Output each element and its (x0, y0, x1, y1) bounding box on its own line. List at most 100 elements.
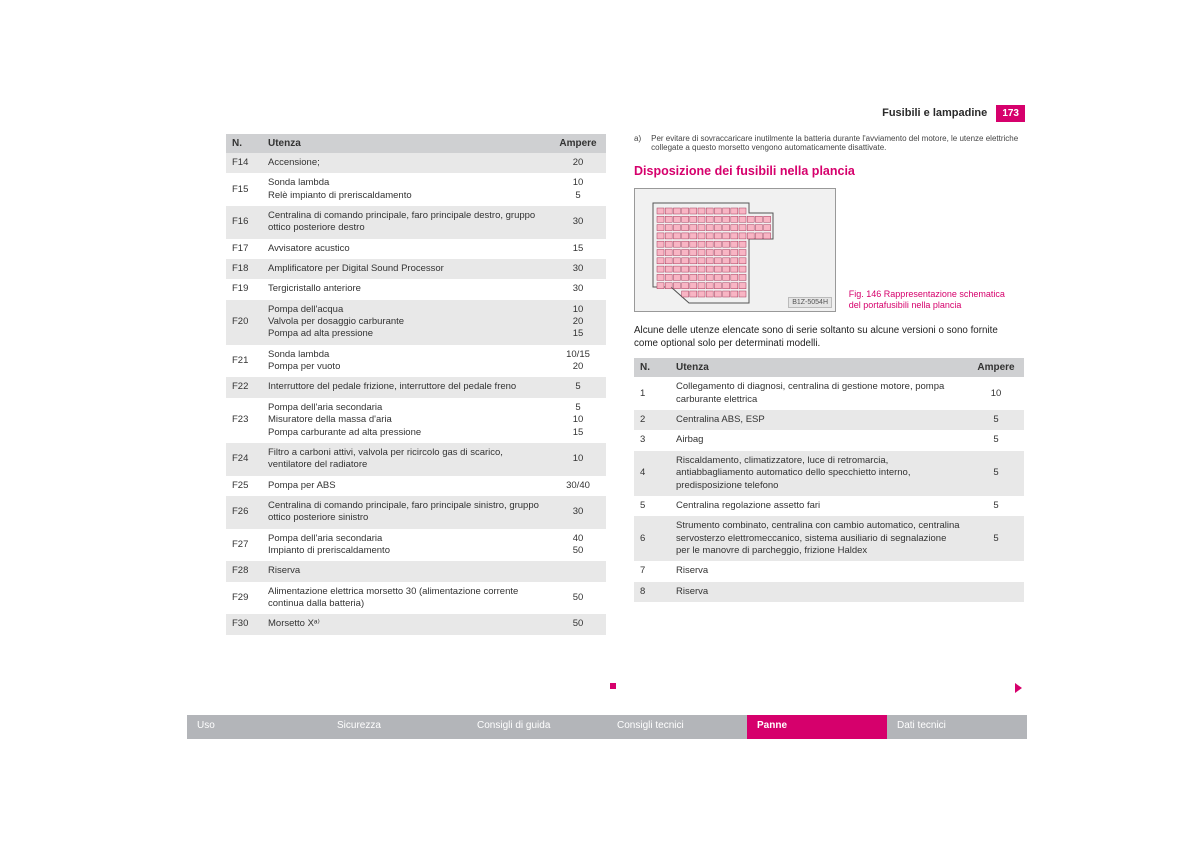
table-row: 4Riscaldamento, climatizzatore, luce di … (634, 451, 1024, 496)
figure-tag: B1Z-5054H (788, 297, 832, 308)
cell-n: F28 (226, 561, 262, 581)
table-row: F25Pompa per ABS30/40 (226, 476, 606, 496)
cell-utenza: Tergicristallo anteriore (262, 279, 550, 299)
cell-ampere: 15 (550, 239, 606, 259)
footnote-text: Per evitare di sovraccaricare inutilment… (651, 134, 1024, 152)
cell-utenza: Strumento combinato, centralina con camb… (670, 516, 968, 561)
table-row: 7Riserva (634, 561, 1024, 581)
col-utenza: Utenza (262, 134, 550, 153)
nav-item-dati-tecnici[interactable]: Dati tecnici (887, 715, 1027, 739)
cell-ampere: 5 (968, 430, 1024, 450)
table-row: 2Centralina ABS, ESP5 (634, 410, 1024, 430)
cell-utenza: Pompa dell'aria secondariaMisuratore del… (262, 398, 550, 443)
fuse-table-right: N. Utenza Ampere 1Collegamento di diagno… (634, 358, 1024, 601)
cell-ampere: 10/1520 (550, 345, 606, 378)
cell-ampere: 5 (968, 451, 1024, 496)
cell-n: 6 (634, 516, 670, 561)
table-row: 6Strumento combinato, centralina con cam… (634, 516, 1024, 561)
table-row: F23Pompa dell'aria secondariaMisuratore … (226, 398, 606, 443)
table-row: 1Collegamento di diagnosi, centralina di… (634, 377, 1024, 410)
cell-ampere: 4050 (550, 529, 606, 562)
cell-n: 2 (634, 410, 670, 430)
cell-n: 4 (634, 451, 670, 496)
cell-utenza: Centralina di comando principale, faro p… (262, 206, 550, 239)
cell-n: F27 (226, 529, 262, 562)
table-row: F30Morsetto Xᵃ⁾50 (226, 614, 606, 634)
cell-ampere: 10 (968, 377, 1024, 410)
cell-utenza: Amplificatore per Digital Sound Processo… (262, 259, 550, 279)
cell-utenza: Alimentazione elettrica morsetto 30 (ali… (262, 582, 550, 615)
cell-ampere: 5 (550, 377, 606, 397)
cell-n: F24 (226, 443, 262, 476)
cell-utenza: Centralina ABS, ESP (670, 410, 968, 430)
cell-n: F14 (226, 153, 262, 173)
cell-ampere (968, 582, 1024, 602)
intro-paragraph: Alcune delle utenze elencate sono di ser… (634, 324, 1024, 350)
col-ampere: Ampere (968, 358, 1024, 377)
cell-n: 8 (634, 582, 670, 602)
cell-ampere: 102015 (550, 300, 606, 345)
fuse-diagram: B1Z-5054H (634, 188, 836, 312)
end-marker-left (610, 683, 616, 689)
cell-ampere (968, 561, 1024, 581)
page-header: Fusibili e lampadine 173 (226, 105, 1025, 122)
page-number: 173 (996, 105, 1025, 122)
cell-n: F23 (226, 398, 262, 443)
fuse-table-left: N. Utenza Ampere F14Accensione;20F15Sond… (226, 134, 606, 635)
cell-utenza: Sonda lambdaRelè impianto di preriscalda… (262, 173, 550, 206)
cell-ampere: 50 (550, 614, 606, 634)
footnote: a) Per evitare di sovraccaricare inutilm… (634, 134, 1024, 152)
table-row: F27Pompa dell'aria secondariaImpianto di… (226, 529, 606, 562)
cell-utenza: Avvisatore acustico (262, 239, 550, 259)
subsection-title: Disposizione dei fusibili nella plancia (634, 164, 1024, 178)
cell-utenza: Pompa dell'aria secondariaImpianto di pr… (262, 529, 550, 562)
cell-ampere: 50 (550, 582, 606, 615)
cell-n: F17 (226, 239, 262, 259)
table-row: F15Sonda lambdaRelè impianto di prerisca… (226, 173, 606, 206)
cell-n: F18 (226, 259, 262, 279)
cell-utenza: Collegamento di diagnosi, centralina di … (670, 377, 968, 410)
table-row: F24Filtro a carboni attivi, valvola per … (226, 443, 606, 476)
cell-utenza: Riscaldamento, climatizzatore, luce di r… (670, 451, 968, 496)
table-row: F21Sonda lambdaPompa per vuoto10/1520 (226, 345, 606, 378)
cell-n: F26 (226, 496, 262, 529)
cell-ampere: 5 (968, 496, 1024, 516)
col-ampere: Ampere (550, 134, 606, 153)
cell-n: F19 (226, 279, 262, 299)
cell-n: 3 (634, 430, 670, 450)
table-row: 8Riserva (634, 582, 1024, 602)
cell-utenza: Riserva (670, 561, 968, 581)
nav-item-consigli-di-guida[interactable]: Consigli di guida (467, 715, 607, 739)
cell-n: F16 (226, 206, 262, 239)
continue-arrow-icon (1015, 683, 1022, 693)
cell-utenza: Centralina regolazione assetto fari (670, 496, 968, 516)
table-row: F18Amplificatore per Digital Sound Proce… (226, 259, 606, 279)
nav-item-consigli-tecnici[interactable]: Consigli tecnici (607, 715, 747, 739)
table-row: F26Centralina di comando principale, far… (226, 496, 606, 529)
footer-nav: UsoSicurezzaConsigli di guidaConsigli te… (187, 715, 1027, 739)
cell-n: F30 (226, 614, 262, 634)
cell-utenza: Centralina di comando principale, faro p… (262, 496, 550, 529)
cell-ampere: 51015 (550, 398, 606, 443)
cell-n: 1 (634, 377, 670, 410)
nav-item-sicurezza[interactable]: Sicurezza (327, 715, 467, 739)
cell-n: F21 (226, 345, 262, 378)
table-row: 5Centralina regolazione assetto fari5 (634, 496, 1024, 516)
cell-n: F22 (226, 377, 262, 397)
col-n: N. (634, 358, 670, 377)
col-n: N. (226, 134, 262, 153)
cell-n: F29 (226, 582, 262, 615)
nav-item-uso[interactable]: Uso (187, 715, 327, 739)
footnote-marker: a) (634, 134, 641, 152)
table-row: F28Riserva (226, 561, 606, 581)
cell-ampere (550, 561, 606, 581)
cell-ampere: 30 (550, 496, 606, 529)
table-row: F16Centralina di comando principale, far… (226, 206, 606, 239)
cell-utenza: Sonda lambdaPompa per vuoto (262, 345, 550, 378)
cell-ampere: 30 (550, 259, 606, 279)
cell-utenza: Accensione; (262, 153, 550, 173)
cell-utenza: Morsetto Xᵃ⁾ (262, 614, 550, 634)
cell-n: F25 (226, 476, 262, 496)
cell-ampere: 105 (550, 173, 606, 206)
nav-item-panne[interactable]: Panne (747, 715, 887, 739)
